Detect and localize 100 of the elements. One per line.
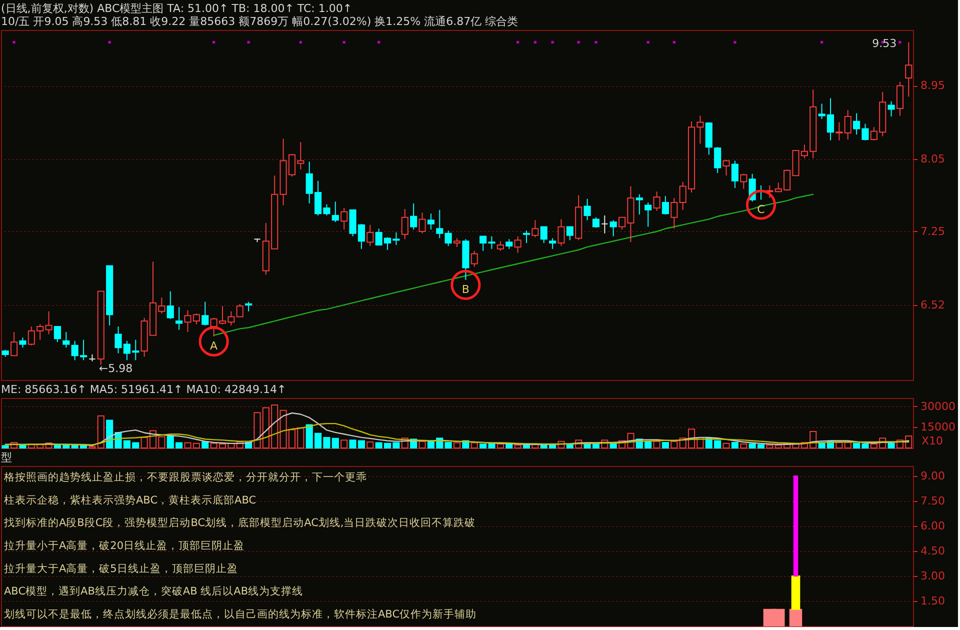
bar [844,442,852,448]
bar [789,608,802,626]
candlestick [644,202,652,228]
bar [766,444,774,448]
candlestick [653,191,660,212]
bar [731,442,738,448]
candlestick [601,214,608,234]
y-tick-label: 8.95 [920,79,945,92]
candlestick [245,301,252,312]
candlestick [176,306,183,330]
chart-subtitle: 10/五 开9.05 高9.53 低8.81 收9.22 量85663 额7869万 幅0.27(3.02%) 换1.25% 流通6.87亿 综合类 [1,15,518,28]
candlestick [410,202,418,230]
y-tick-label: 7.50 [920,494,945,508]
bar [514,444,522,448]
candlestick [166,290,174,320]
bar [793,476,798,576]
candlestick [506,238,513,250]
candlestick [418,212,426,234]
chart-title: (日线,前复权,对数) ABC模型主图 TA: 51.00↑ TB: 18.00↑ TC: 1.00↑ [1,2,352,15]
bar [740,443,748,448]
candlestick [514,236,522,254]
line-series [4,412,910,446]
candlestick [905,42,912,98]
candlestick [522,230,530,244]
annotation: C [757,202,766,216]
bar [470,442,478,448]
chart-title: 型 [1,451,12,464]
candlestick [766,184,774,198]
y-tick-label: 30000 [920,400,956,413]
bar [19,444,26,448]
bar [662,442,669,448]
bar [366,442,374,448]
candlestick [532,220,539,238]
annotation: 找到标准的A段B段C段，强势模型启动BC划线，底部模型启动AC划线,当日跌破次日收回不算跌破 [3,516,476,530]
bar [836,442,843,448]
candlestick [714,146,722,174]
bar [418,440,426,448]
annotation: B [462,282,470,296]
candlestick [731,160,738,189]
bar [670,440,678,448]
y-tick-label: 3.00 [920,570,945,582]
annotation: 9.53 [872,37,897,50]
bar [202,441,209,448]
y-tick-label: 8.05 [920,152,945,166]
bar [722,442,730,448]
bar [340,440,348,448]
candlestick [340,208,348,230]
line-series [213,194,814,336]
y-tick-label: 6.00 [920,520,945,532]
line-series [4,422,910,446]
y-tick-label: 15000 [920,420,956,434]
candlestick [444,230,452,246]
bar [453,442,461,448]
y-tick-label: 1.50 [920,594,945,608]
chart-title: ME: 85663.16↑ MA5: 51961.41↑ MA10: 42849.14↑ [1,383,286,396]
candlestick [610,220,617,237]
annotation: 格按照画的趋势线止盈止损，不要跟股票谈恋爱，分开就分开，下一个更乖 [3,470,367,484]
candlestick [366,224,374,246]
candlestick [10,332,18,356]
candlestick [332,201,339,223]
bar [97,415,104,448]
annotation: ←5.98 [98,362,133,375]
y-axis-title: X10 [922,434,944,448]
candlestick [62,332,70,348]
y-tick-label: 6.52 [920,298,945,312]
candlestick [584,198,591,221]
candlestick [844,110,852,140]
candlestick [436,209,444,239]
candlestick [662,196,669,216]
candlestick [236,303,244,318]
annotation: A [210,339,218,352]
candlestick [836,122,843,141]
candlestick [401,208,408,240]
annotation: 划线可以不是最低，终点划线必须是最低点，以自己画的线为标准，软件标注ABC仅作为新手辅助 [4,608,477,621]
bar [2,445,9,448]
candlestick [19,337,26,348]
y-tick-label: 4.50 [920,544,945,558]
candlestick [888,100,895,118]
annotation: 柱表示企稳，紫柱表示强势ABC，黄柱表示底部ABC [4,493,256,506]
bar [653,440,660,448]
candlestick [558,218,565,246]
candlestick [202,301,209,326]
candlestick [54,326,61,343]
candlestick [566,226,574,241]
candlestick [722,159,730,176]
candlestick [636,194,643,216]
candlestick [549,238,556,250]
y-tick-label: 7.25 [920,224,945,238]
bar [444,442,452,448]
candlestick [896,81,904,116]
annotation: ABC模型，遇到AB线压力减仓，突破AB 线后以AB线为支撑线 [4,584,304,598]
candlestick [540,226,548,244]
y-tick-label: 9.00 [920,470,945,482]
candlestick [470,250,478,268]
bar [496,443,504,448]
candlestick [592,216,600,228]
candlestick [496,240,504,252]
candlestick [427,213,434,230]
annotation: 拉升量小于A高量，破20日线止盈，顶部巨阴止盈 [4,539,245,552]
bar [888,442,895,448]
